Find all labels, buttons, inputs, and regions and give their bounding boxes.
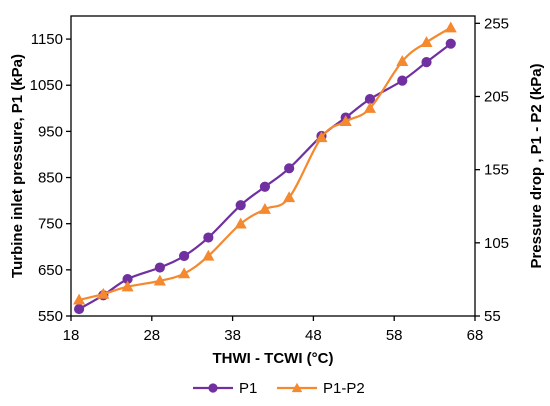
x-tick-label: 58 xyxy=(386,327,403,344)
y-right-tick-label: 155 xyxy=(484,162,509,179)
data-point-p1 xyxy=(155,263,164,272)
y-left-tick-label: 950 xyxy=(38,123,63,140)
y-left-axis-title: Turbine inlet pressure, P1 (kPa) xyxy=(9,54,26,278)
data-point-p1 xyxy=(285,164,294,173)
y-right-tick-label: 205 xyxy=(484,88,509,105)
x-tick-label: 48 xyxy=(305,327,322,344)
y-right-tick-label: 255 xyxy=(484,15,509,32)
data-point-p1 xyxy=(446,39,455,48)
data-point-p1-p2 xyxy=(179,268,189,277)
y-left-tick-label: 1050 xyxy=(30,77,63,94)
y-left-tick-label: 750 xyxy=(38,216,63,233)
series-line-p1 xyxy=(79,44,451,309)
y-left-tick-label: 650 xyxy=(38,262,63,279)
y-right-tick-label: 55 xyxy=(484,308,501,325)
legend-marker-p1 xyxy=(208,383,217,392)
x-tick-label: 38 xyxy=(224,327,241,344)
y-left-tick-label: 1150 xyxy=(31,31,63,48)
y-left-tick-label: 850 xyxy=(38,170,63,187)
plot-frame xyxy=(71,16,475,316)
x-axis-title: THWI - TCWI (°C) xyxy=(213,350,334,367)
data-point-p1 xyxy=(260,182,269,191)
data-point-p1-p2 xyxy=(446,23,456,32)
legend-label-p1: P1 xyxy=(239,380,257,397)
data-point-p1 xyxy=(422,58,431,67)
y-right-tick-label: 105 xyxy=(484,235,509,252)
series-line-p1-p2 xyxy=(79,28,451,300)
y-left-tick-label: 550 xyxy=(38,308,63,325)
legend: P1 P1-P2 xyxy=(193,380,365,397)
data-point-p1 xyxy=(180,251,189,260)
axes-layer: 18 28 38 48 58 68 550 650 750 850 950 1050 1150 55 105… xyxy=(9,15,545,367)
data-point-p1 xyxy=(74,304,83,313)
y-right-axis-title: Pressure drop , P1 - P2 (kPa) xyxy=(528,63,545,268)
legend-label-p1-p2: P1-P2 xyxy=(323,380,365,397)
x-tick-label: 18 xyxy=(63,327,80,344)
data-point-p1-p2 xyxy=(421,37,431,46)
data-point-p1 xyxy=(398,76,407,85)
data-point-p1 xyxy=(204,233,213,242)
x-tick-label: 28 xyxy=(143,327,160,344)
series-layer xyxy=(74,23,456,314)
data-point-p1 xyxy=(236,201,245,210)
x-tick-label: 68 xyxy=(467,327,484,344)
